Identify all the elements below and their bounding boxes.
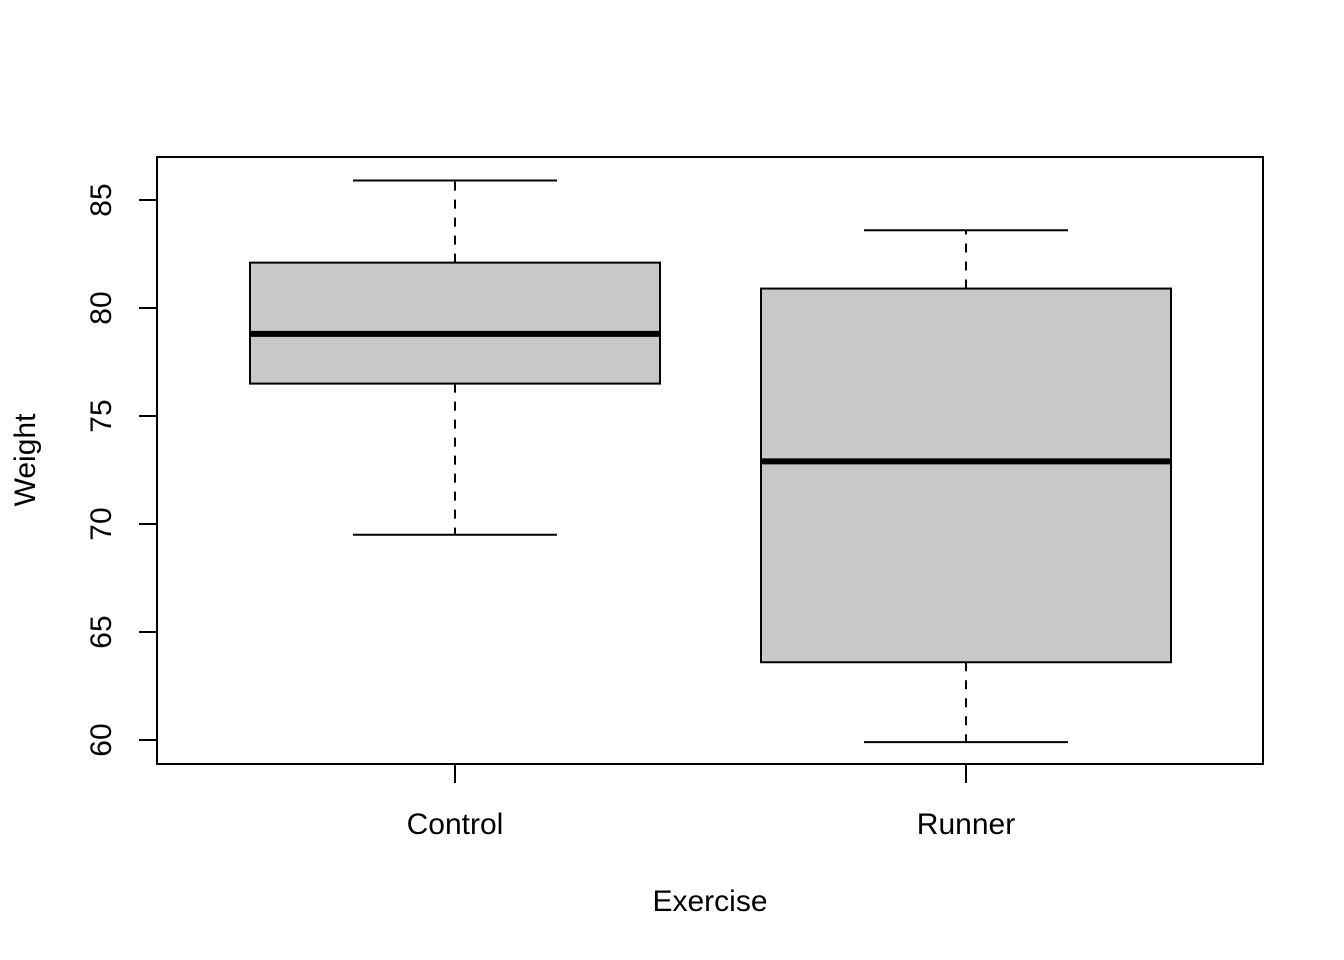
box-group-control: [249, 179, 661, 536]
box-iqr: [249, 261, 661, 385]
box-iqr: [760, 287, 1172, 664]
boxes: [249, 179, 1172, 744]
x-tick-label: Control: [407, 808, 504, 841]
y-tick-label: 80: [85, 291, 118, 324]
box-group-runner: [760, 229, 1172, 744]
y-tick-label: 60: [85, 723, 118, 756]
y-tick-label: 85: [85, 183, 118, 216]
y-tick-label: 70: [85, 507, 118, 540]
y-axis: 60 65 70 75 80 85: [85, 183, 158, 757]
x-axis: Control Runner: [407, 764, 1015, 841]
y-axis-title: Weight: [9, 413, 42, 506]
x-axis-title: Exercise: [652, 885, 767, 918]
y-tick-label: 65: [85, 615, 118, 648]
y-tick-label: 75: [85, 399, 118, 432]
x-tick-label: Runner: [917, 808, 1015, 841]
